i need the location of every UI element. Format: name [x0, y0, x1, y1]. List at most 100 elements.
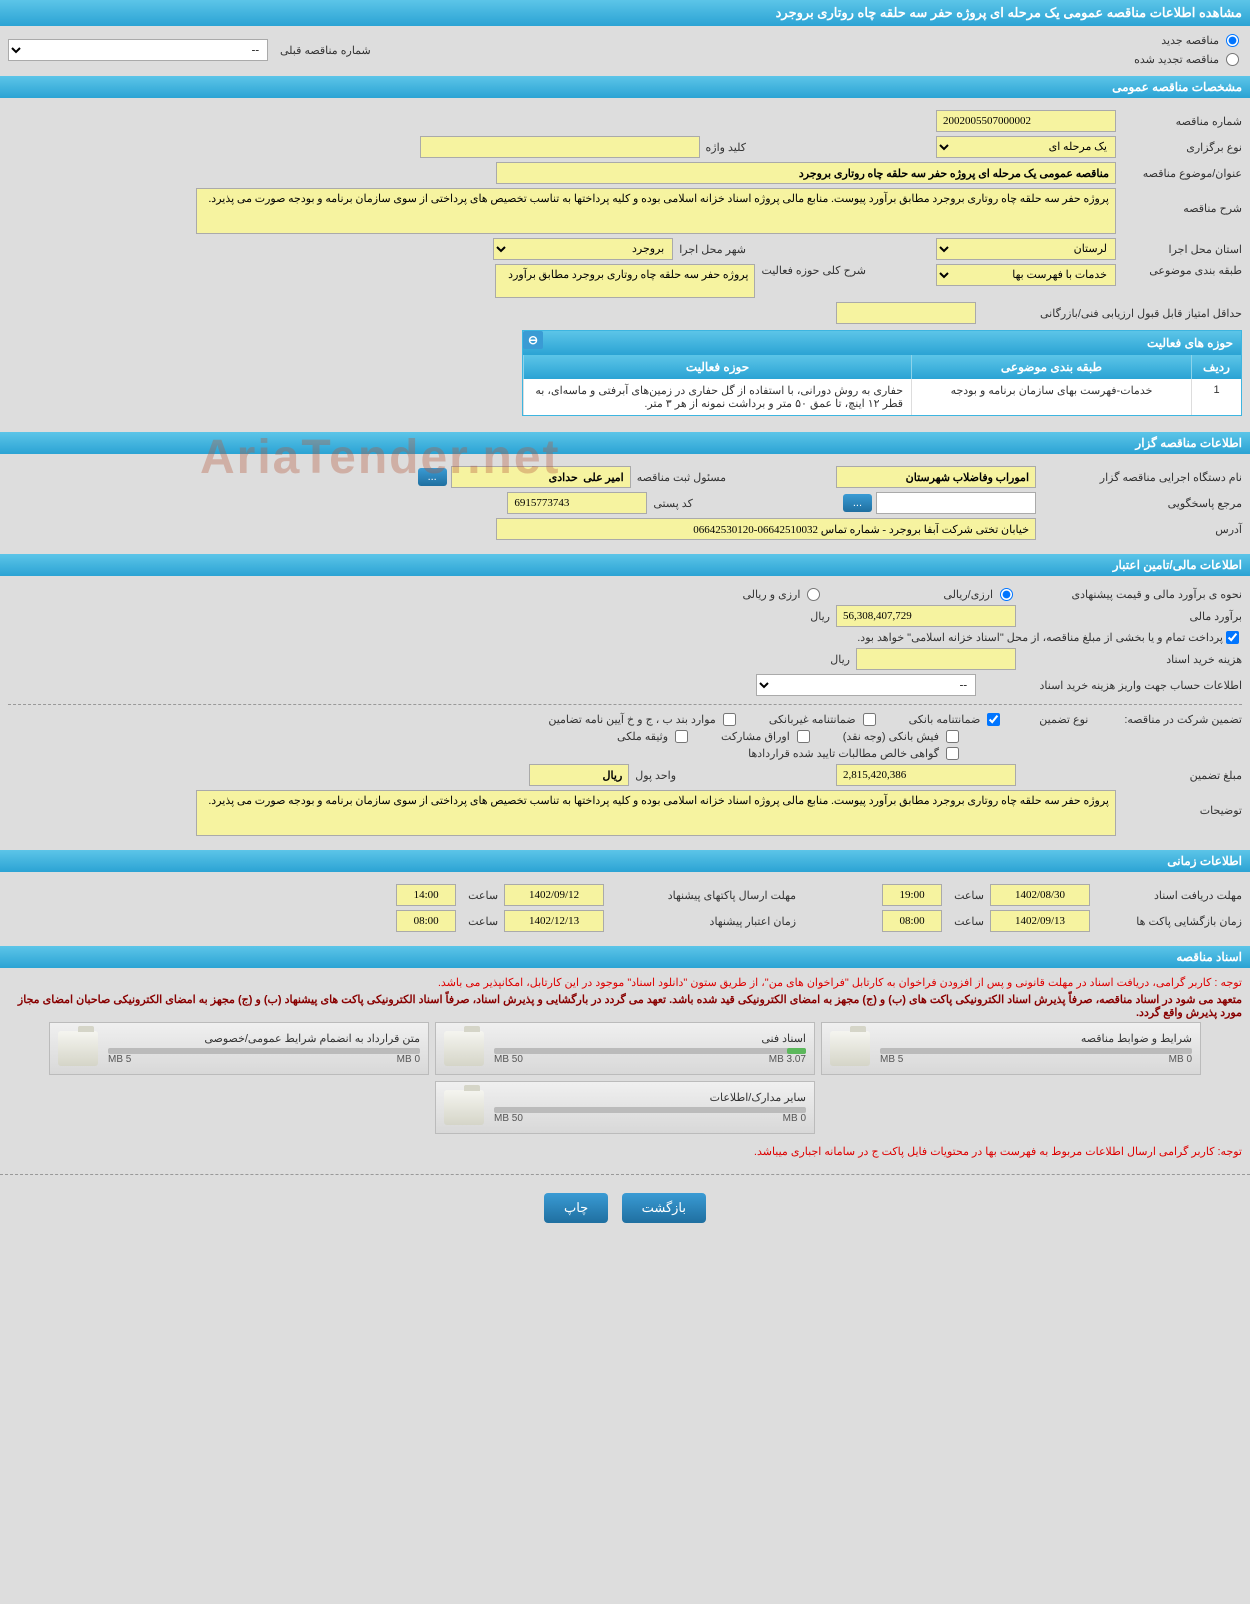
time-label-3: ساعت [954, 915, 984, 928]
chk-nonbank[interactable]: ضمانتنامه غیربانکی [769, 713, 879, 726]
file-box[interactable]: سایر مدارک/اطلاعات0 MB50 MB [435, 1081, 815, 1134]
file-total: 5 MB [880, 1054, 903, 1065]
radio-renewed-tender[interactable]: مناقصه تجدید شده [1134, 53, 1242, 66]
section-general: مشخصات مناقصه عمومی [0, 76, 1250, 98]
holding-type-select[interactable]: یک مرحله ای [936, 136, 1116, 158]
city-label: شهر محل اجرا [679, 243, 746, 256]
cell-row: 1 [1191, 379, 1241, 415]
chk-regs[interactable]: موارد بند ب ، ج و خ آیین نامه تضامین [548, 713, 738, 726]
guarantee-type-label: نوع تضمین [1039, 713, 1088, 726]
responsible-label: مسئول ثبت مناقصه [637, 471, 726, 484]
subject-input[interactable] [496, 162, 1116, 184]
envelope-deadline-date[interactable] [504, 884, 604, 906]
currency-unit-label: واحد پول [635, 769, 676, 782]
desc-textarea[interactable]: پروژه حفر سه حلقه چاه روتاری بروجرد مطاب… [196, 188, 1116, 234]
currency-unit-input[interactable] [529, 764, 629, 786]
table-row: 1 خدمات-فهرست بهای سازمان برنامه و بودجه… [523, 379, 1241, 415]
folder-icon [58, 1031, 98, 1066]
rial-label-1: ریال [810, 610, 830, 623]
prev-number-label: شماره مناقصه قبلی [280, 44, 371, 57]
notes-textarea[interactable]: پروژه حفر سه حلقه چاه روتاری بروجرد مطاب… [196, 790, 1116, 836]
province-label: استان محل اجرا [1122, 243, 1242, 256]
activity-grid-title: حوزه های فعالیت [543, 331, 1241, 355]
file-title: اسناد فنی [494, 1032, 806, 1045]
opening-label: زمان بازگشایی پاکت ها [1102, 915, 1242, 928]
file-title: متن قرارداد به انضمام شرایط عمومی/خصوصی [108, 1032, 420, 1045]
guarantee-amount-label: مبلغ تضمین [1022, 769, 1242, 782]
print-button[interactable]: چاپ [544, 1193, 608, 1223]
radio-currency[interactable]: ارزی و ریالی [742, 588, 823, 601]
estimate-method-label: نحوه ی برآورد مالی و قیمت پیشنهادی [1022, 588, 1242, 601]
file-total: 5 MB [108, 1054, 131, 1065]
divider-bottom [0, 1174, 1250, 1175]
account-select[interactable]: -- [756, 674, 976, 696]
chk-bank[interactable]: ضمانتنامه بانکی [909, 713, 1004, 726]
chk-stock[interactable]: اوراق مشارکت [721, 730, 813, 743]
file-total: 50 MB [494, 1113, 523, 1124]
guarantee-amount-input[interactable] [836, 764, 1016, 786]
opening-time[interactable] [882, 910, 942, 932]
validity-label: زمان اعتبار پیشنهاد [616, 915, 796, 928]
exec-input[interactable] [836, 466, 1036, 488]
holding-type-label: نوع برگزاری [1122, 141, 1242, 154]
responsible-input[interactable] [451, 466, 631, 488]
province-select[interactable]: لرستان [936, 238, 1116, 260]
min-score-input[interactable] [836, 302, 976, 324]
collapse-icon[interactable]: ⊖ [523, 331, 543, 349]
ref-more-button[interactable]: ... [843, 494, 872, 512]
category-select[interactable]: خدمات با فهرست بها [936, 264, 1116, 286]
chk-property[interactable]: وثیقه ملکی [617, 730, 691, 743]
ref-input[interactable] [876, 492, 1036, 514]
activity-scope-textarea[interactable]: پروژه حفر سه حلقه چاه روتاری بروجرد مطاب… [495, 264, 755, 298]
radio-new-tender[interactable]: مناقصه جدید [1134, 34, 1242, 47]
doc-note-1: توجه : کاربر گرامی، دریافت اسناد در مهلت… [8, 976, 1242, 989]
doc-cost-input[interactable] [856, 648, 1016, 670]
postal-label: کد پستی [653, 497, 692, 510]
min-score-label: حداقل امتیاز قابل قبول ارزیابی فنی/بازرگ… [982, 307, 1242, 320]
col-row: ردیف [1191, 355, 1241, 379]
tender-no-input[interactable] [936, 110, 1116, 132]
file-box[interactable]: متن قرارداد به انضمام شرایط عمومی/خصوصی 0… [49, 1022, 429, 1075]
section-timing: اطلاعات زمانی [0, 850, 1250, 872]
page-title: مشاهده اطلاعات مناقصه عمومی یک مرحله ای … [776, 5, 1242, 20]
chk-fish[interactable]: فیش بانکی (وجه نقد) [843, 730, 962, 743]
folder-icon [830, 1031, 870, 1066]
desc-label: شرح مناقصه [1122, 188, 1242, 215]
file-used: 3.07 MB [769, 1054, 806, 1065]
progress-bar [494, 1107, 806, 1113]
postal-input[interactable] [507, 492, 647, 514]
treasury-checkbox[interactable] [1226, 631, 1239, 644]
keyword-input[interactable] [420, 136, 700, 158]
chk-cert[interactable]: گواهی خالص مطالبات تایید شده قراردادها [748, 747, 962, 760]
doc-deadline-date[interactable] [990, 884, 1090, 906]
responsible-more-button[interactable]: ... [418, 468, 447, 486]
col-scope: حوزه فعالیت [523, 355, 911, 379]
address-input[interactable] [496, 518, 1036, 540]
tender-no-label: شماره مناقصه [1122, 115, 1242, 128]
file-box[interactable]: شرایط و ضوابط مناقصه0 MB5 MB [821, 1022, 1201, 1075]
progress-bar [880, 1048, 1192, 1054]
opening-date[interactable] [990, 910, 1090, 932]
cell-category: خدمات-فهرست بهای سازمان برنامه و بودجه [911, 379, 1191, 415]
validity-date[interactable] [504, 910, 604, 932]
notes-label: توضیحات [1122, 790, 1242, 817]
doc-note-3: توجه: کاربر گرامی ارسال اطلاعات مربوط به… [8, 1145, 1242, 1158]
radio-new-tender-input[interactable] [1226, 34, 1239, 47]
file-box[interactable]: اسناد فنی 3.07 MB 50 MB [435, 1022, 815, 1075]
prev-number-select[interactable]: -- [8, 39, 268, 61]
address-label: آدرس [1042, 523, 1242, 536]
city-select[interactable]: بروجرد [493, 238, 673, 260]
validity-time[interactable] [396, 910, 456, 932]
section-organizer: اطلاعات مناقصه گزار [0, 432, 1250, 454]
radio-rial[interactable]: ارزی/ریالی [943, 588, 1016, 601]
section-documents: اسناد مناقصه [0, 946, 1250, 968]
envelope-deadline-time[interactable] [396, 884, 456, 906]
doc-deadline-time[interactable] [882, 884, 942, 906]
envelope-deadline-label: مهلت ارسال پاکتهای پیشنهاد [616, 889, 796, 902]
estimate-input[interactable] [836, 605, 1016, 627]
back-button[interactable]: بازگشت [622, 1193, 706, 1223]
rial-label-2: ریال [830, 653, 850, 666]
file-total: 50 MB [494, 1054, 523, 1065]
file-used: 0 MB [397, 1054, 420, 1065]
radio-renewed-tender-input[interactable] [1226, 53, 1239, 66]
